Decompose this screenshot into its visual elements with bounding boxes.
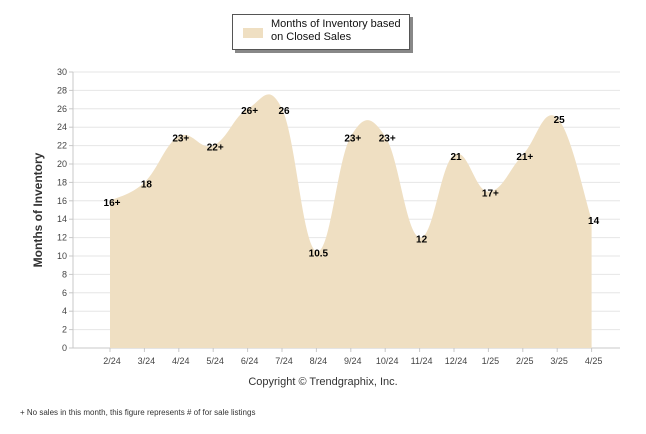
data-label: 21+ (516, 152, 533, 163)
data-labels: 16+ 18 23+ 22+ 26+ 26 10.5 23+ 23+ 12 21 17+ 21+ 25 14 (104, 106, 600, 260)
data-label: 26+ (241, 106, 258, 117)
y-tick-label: 24 (57, 122, 67, 132)
data-label: 23+ (344, 133, 361, 144)
x-tick-label: 3/25 (550, 356, 568, 366)
x-tick-label: 7/24 (275, 356, 293, 366)
data-label: 14 (588, 216, 600, 227)
y-tick-label: 12 (57, 233, 67, 243)
data-label: 26 (278, 106, 290, 117)
y-tick-label: 20 (57, 159, 67, 169)
x-tick-label: 12/24 (445, 356, 468, 366)
legend: Months of Inventory based on Closed Sale… (232, 14, 410, 50)
x-tick-label: 10/24 (376, 356, 399, 366)
data-label: 21 (450, 152, 462, 163)
x-tick-label: 3/24 (138, 356, 156, 366)
x-axis-ticks: 2/24 3/24 4/24 5/24 6/24 7/24 8/24 9/24 10/24 11/… (103, 348, 602, 366)
y-tick-label: 10 (57, 251, 67, 261)
y-tick-label: 8 (62, 269, 67, 279)
copyright-text: Copyright © Trendgraphix, Inc. (248, 376, 398, 388)
legend-swatch (243, 28, 263, 38)
data-label: 25 (554, 115, 566, 126)
data-label: 16+ (104, 198, 121, 209)
y-tick-label: 2 (62, 325, 67, 335)
x-tick-label: 4/24 (172, 356, 190, 366)
y-tick-label: 0 (62, 343, 67, 353)
data-label: 23+ (172, 133, 189, 144)
y-tick-label: 28 (57, 85, 67, 95)
x-tick-label: 8/24 (310, 356, 328, 366)
data-label: 12 (416, 235, 428, 246)
legend-label: Months of Inventory based on Closed Sale… (271, 18, 401, 43)
x-tick-label: 5/24 (206, 356, 224, 366)
x-tick-label: 11/24 (411, 356, 433, 366)
x-tick-label: 1/25 (482, 356, 500, 366)
x-tick-label: 4/25 (585, 356, 603, 366)
data-label: 17+ (482, 189, 499, 200)
y-tick-label: 26 (57, 104, 67, 114)
y-tick-label: 14 (57, 214, 67, 224)
y-tick-label: 18 (57, 177, 67, 187)
data-label: 23+ (379, 133, 396, 144)
y-tick-label: 6 (62, 288, 67, 298)
data-label: 18 (141, 179, 153, 190)
data-label: 22+ (207, 143, 224, 154)
data-label: 10.5 (309, 248, 329, 259)
y-tick-label: 4 (62, 306, 67, 316)
x-tick-label: 6/24 (241, 356, 259, 366)
x-tick-label: 2/24 (103, 356, 121, 366)
series-area (110, 94, 592, 348)
x-tick-label: 2/25 (516, 356, 534, 366)
x-tick-label: 9/24 (344, 356, 362, 366)
footnote: + No sales in this month, this figure re… (20, 408, 256, 417)
y-tick-label: 16 (57, 196, 67, 206)
y-axis-title: Months of Inventory (31, 152, 45, 267)
y-tick-label: 30 (57, 67, 67, 77)
y-tick-label: 22 (57, 141, 67, 151)
